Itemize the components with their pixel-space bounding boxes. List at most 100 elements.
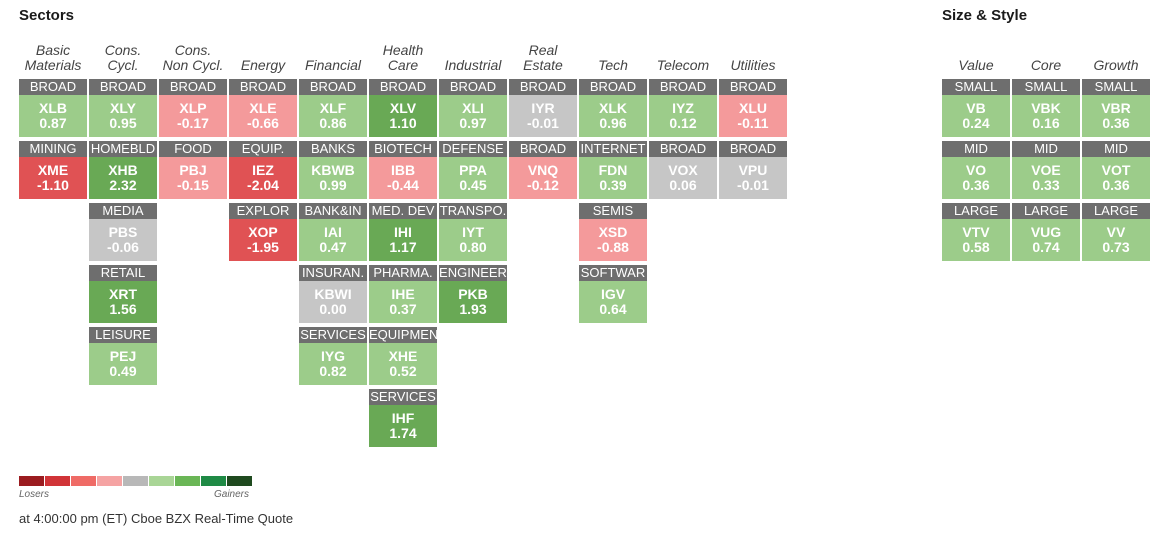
etf-tile[interactable]: SMALL VB 0.24 <box>942 79 1010 137</box>
etf-tile[interactable]: MEDIA PBS -0.06 <box>89 203 157 261</box>
etf-tile[interactable]: BANK&IN IAI 0.47 <box>299 203 367 261</box>
etf-category-label: BIOTECH <box>369 141 437 157</box>
etf-tile[interactable]: BROAD XLE -0.66 <box>229 79 297 137</box>
etf-tile[interactable]: PHARMA. IHE 0.37 <box>369 265 437 323</box>
etf-tile[interactable]: SERVICES IYG 0.82 <box>299 327 367 385</box>
etf-category-label: SMALL <box>942 79 1010 95</box>
etf-ticker: VOE <box>1031 162 1061 178</box>
etf-change-value: 0.52 <box>389 363 417 379</box>
column-header-line2: Energy <box>240 57 286 73</box>
etf-tile[interactable]: EQUIP. IEZ -2.04 <box>229 141 297 199</box>
etf-performance-cell: FDN 0.39 <box>579 157 647 199</box>
etf-tile[interactable]: FOOD PBJ -0.15 <box>159 141 227 199</box>
etf-tile[interactable]: LARGE VTV 0.58 <box>942 203 1010 261</box>
etf-tile[interactable]: LARGE VV 0.73 <box>1082 203 1150 261</box>
etf-ticker: IBB <box>390 162 416 178</box>
etf-tile[interactable]: MID VOT 0.36 <box>1082 141 1150 199</box>
etf-performance-cell: XLP -0.17 <box>159 95 227 137</box>
etf-tile[interactable]: HOMEBLD XHB 2.32 <box>89 141 157 199</box>
etf-performance-cell: XLE -0.66 <box>229 95 297 137</box>
etf-tile[interactable]: BROAD XLV 1.10 <box>369 79 437 137</box>
etf-tile[interactable]: SERVICES IHF 1.74 <box>369 389 437 447</box>
column-header: Value <box>942 43 1010 73</box>
etf-performance-cell: IEZ -2.04 <box>229 157 297 199</box>
etf-tile[interactable]: BROAD XLP -0.17 <box>159 79 227 137</box>
etf-tile[interactable]: BROAD XLU -0.11 <box>719 79 787 137</box>
etf-tile[interactable]: BROAD VNQ -0.12 <box>509 141 577 199</box>
etf-performance-cell: VV 0.73 <box>1082 219 1150 261</box>
etf-tile[interactable]: BROAD IYR -0.01 <box>509 79 577 137</box>
etf-performance-cell: IYT 0.80 <box>439 219 507 261</box>
column-header-line2: Non Cycl. <box>162 57 224 73</box>
etf-performance-cell: IYR -0.01 <box>509 95 577 137</box>
etf-tile[interactable]: BROAD XLB 0.87 <box>19 79 87 137</box>
etf-tile[interactable]: INSURAN. KBWI 0.00 <box>299 265 367 323</box>
etf-tile[interactable]: ENGINEER PKB 1.93 <box>439 265 507 323</box>
etf-ticker: XSD <box>598 224 628 240</box>
etf-change-value: -0.44 <box>387 177 419 193</box>
etf-ticker: IYG <box>320 348 346 364</box>
etf-tile[interactable]: BROAD XLI 0.97 <box>439 79 507 137</box>
etf-change-value: 0.33 <box>1032 177 1060 193</box>
etf-performance-cell: XOP -1.95 <box>229 219 297 261</box>
etf-tile[interactable]: MED. DEV IHI 1.17 <box>369 203 437 261</box>
etf-change-value: -1.10 <box>37 177 69 193</box>
etf-category-label: BANK&IN <box>299 203 367 219</box>
etf-performance-cell: VOT 0.36 <box>1082 157 1150 199</box>
etf-ticker: VB <box>966 100 986 116</box>
etf-category-label: SERVICES <box>369 389 437 405</box>
etf-tile[interactable]: DEFENSE PPA 0.45 <box>439 141 507 199</box>
etf-change-value: 0.06 <box>669 177 697 193</box>
etf-change-value: 0.49 <box>109 363 137 379</box>
etf-change-value: -0.06 <box>107 239 139 255</box>
etf-change-value: 2.32 <box>109 177 137 193</box>
etf-category-label: LARGE <box>1082 203 1150 219</box>
etf-change-value: -0.01 <box>527 115 559 131</box>
etf-tile[interactable]: BIOTECH IBB -0.44 <box>369 141 437 199</box>
etf-tile[interactable]: INTERNET FDN 0.39 <box>579 141 647 199</box>
etf-category-label: BANKS <box>299 141 367 157</box>
etf-category-label: BROAD <box>229 79 297 95</box>
etf-category-label: LARGE <box>1012 203 1080 219</box>
etf-change-value: 0.64 <box>599 301 627 317</box>
etf-category-label: BROAD <box>299 79 367 95</box>
etf-tile[interactable]: BROAD IYZ 0.12 <box>649 79 717 137</box>
etf-tile[interactable]: RETAIL XRT 1.56 <box>89 265 157 323</box>
etf-tile[interactable]: SOFTWAR IGV 0.64 <box>579 265 647 323</box>
etf-change-value: 0.96 <box>599 115 627 131</box>
etf-category-label: HOMEBLD <box>89 141 157 157</box>
etf-tile[interactable]: MID VO 0.36 <box>942 141 1010 199</box>
etf-tile[interactable]: SEMIS XSD -0.88 <box>579 203 647 261</box>
column-header-line2: Estate <box>523 57 563 73</box>
etf-tile[interactable]: TRANSPO. IYT 0.80 <box>439 203 507 261</box>
etf-tile[interactable]: BROAD VOX 0.06 <box>649 141 717 199</box>
etf-tile[interactable]: BROAD VPU -0.01 <box>719 141 787 199</box>
etf-ticker: IYR <box>531 100 555 116</box>
etf-tile[interactable]: EXPLOR XOP -1.95 <box>229 203 297 261</box>
etf-tile[interactable]: SMALL VBR 0.36 <box>1082 79 1150 137</box>
etf-tile[interactable]: MINING XME -1.10 <box>19 141 87 199</box>
legend-swatch <box>227 476 252 486</box>
etf-tile[interactable]: EQUIPMEN XHE 0.52 <box>369 327 437 385</box>
column-header: Basic Materials <box>19 43 87 73</box>
etf-category-label: SMALL <box>1082 79 1150 95</box>
etf-category-label: SEMIS <box>579 203 647 219</box>
etf-category-label: MID <box>1082 141 1150 157</box>
etf-tile[interactable]: BANKS KBWB 0.99 <box>299 141 367 199</box>
column-header-line1: Cons. <box>104 42 142 58</box>
etf-tile[interactable]: SMALL VBK 0.16 <box>1012 79 1080 137</box>
etf-change-value: 0.58 <box>962 239 990 255</box>
etf-tile[interactable]: BROAD XLY 0.95 <box>89 79 157 137</box>
etf-change-value: 1.56 <box>109 301 137 317</box>
etf-ticker: VO <box>965 162 987 178</box>
etf-category-label: LARGE <box>942 203 1010 219</box>
etf-tile[interactable]: LARGE VUG 0.74 <box>1012 203 1080 261</box>
etf-tile[interactable]: MID VOE 0.33 <box>1012 141 1080 199</box>
etf-tile[interactable]: BROAD XLF 0.86 <box>299 79 367 137</box>
etf-change-value: 0.16 <box>1032 115 1060 131</box>
etf-tile[interactable]: BROAD XLK 0.96 <box>579 79 647 137</box>
etf-tile[interactable]: LEISURE PEJ 0.49 <box>89 327 157 385</box>
etf-ticker: XRT <box>109 286 137 302</box>
etf-change-value: -0.88 <box>597 239 629 255</box>
etf-ticker: XLE <box>249 100 277 116</box>
